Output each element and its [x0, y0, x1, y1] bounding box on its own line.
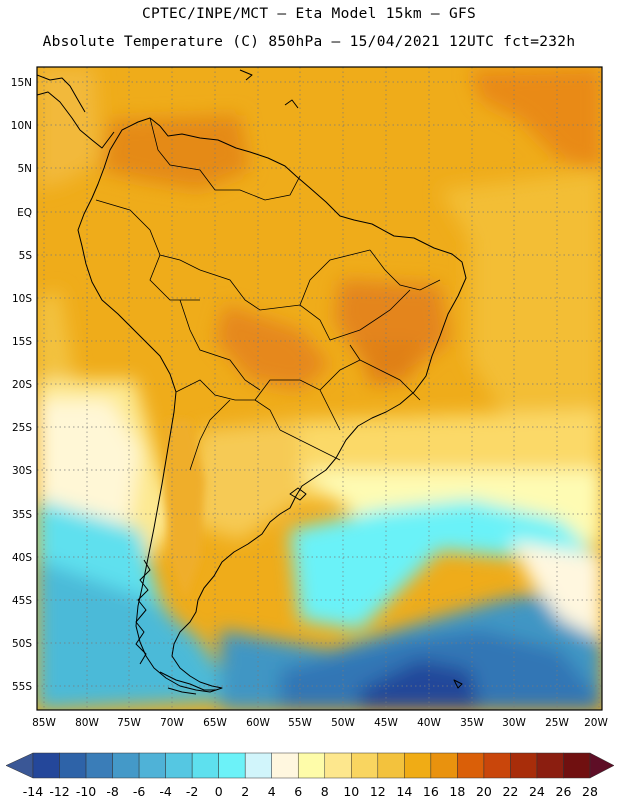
lon-label: 75W — [117, 717, 141, 729]
graticule — [37, 67, 602, 710]
colorbar-label: -10 — [76, 784, 96, 799]
colorbar-label: 4 — [268, 784, 276, 799]
colorbar-swatch — [536, 752, 564, 779]
colorbar-swatch — [297, 752, 326, 779]
colorbar-swatch — [324, 752, 352, 779]
colorbar-swatch — [112, 752, 140, 779]
colorbar-swatch — [377, 752, 405, 779]
lat-label: EQ — [17, 207, 32, 219]
lat-label: 5S — [19, 250, 33, 262]
lon-label: 80W — [75, 717, 99, 729]
lat-label: 10S — [12, 293, 32, 305]
colorbar-label: 22 — [502, 784, 518, 799]
header-title-line2: Absolute Temperature (C) 850hPa – 15/04/… — [42, 34, 576, 50]
map-frame — [36, 66, 603, 711]
colorbar-label: 8 — [321, 784, 329, 799]
colorbar-label: 0 — [215, 784, 223, 799]
colorbar-swatch — [430, 752, 458, 779]
lon-label: 70W — [160, 717, 184, 729]
colorbar-swatch — [59, 752, 87, 779]
temperature-field — [37, 67, 602, 710]
colorbar-label: -4 — [159, 784, 172, 799]
colorbar: -14 -12 -10 -8 -6 -4 -2 0 2 4 6 8 10 12 14 16 18 20 22 24 26… — [5, 752, 615, 799]
lon-label: 30W — [502, 717, 526, 729]
lat-label: 40S — [12, 552, 32, 564]
lat-label: 25S — [12, 422, 32, 434]
colorbar-label: 16 — [423, 784, 439, 799]
colorbar-swatch — [457, 752, 485, 779]
lon-label: 45W — [374, 717, 398, 729]
latitude-labels: 15N 10N 5N EQ 5S 10S 15S 20S 25S 30S 35S… — [11, 77, 33, 693]
colorbar-swatch — [165, 752, 193, 779]
longitude-labels: 85W 80W 75W 70W 65W 60W 55W 50W 45W 40W … — [32, 717, 608, 729]
lat-label: 5N — [17, 163, 32, 175]
colorbar-label: -2 — [186, 784, 198, 799]
colorbar-label: 24 — [529, 784, 545, 799]
colorbar-label: -14 — [23, 784, 43, 799]
lat-label: 15S — [12, 336, 32, 348]
colorbar-swatch — [510, 752, 538, 779]
lon-label: 50W — [331, 717, 355, 729]
lon-label: 35W — [460, 717, 484, 729]
colorbar-arrow-high — [589, 752, 615, 779]
colorbar-swatch — [483, 752, 511, 779]
colorbar-label: 14 — [396, 784, 412, 799]
colorbar-swatch — [271, 752, 299, 779]
colorbar-label: -8 — [106, 784, 119, 799]
lat-label: 50S — [12, 638, 32, 650]
colorbar-swatch — [218, 752, 246, 779]
lat-label: 15N — [11, 77, 32, 89]
colorbar-swatch — [191, 752, 219, 779]
colorbar-label: -6 — [133, 784, 146, 799]
lat-label: 10N — [11, 120, 32, 132]
lat-label: 45S — [12, 595, 32, 607]
lat-label: 55S — [12, 681, 32, 693]
colorbar-swatch — [404, 752, 432, 779]
colorbar-swatch — [244, 752, 272, 779]
colorbar-label: 28 — [582, 784, 598, 799]
colorbar-arrow-low — [5, 752, 34, 779]
colorbar-label: 10 — [343, 784, 359, 799]
colorbar-label: 2 — [241, 784, 249, 799]
header-title-line1: CPTEC/INPE/MCT – Eta Model 15km – GFS — [141, 6, 477, 22]
lon-label: 25W — [545, 717, 569, 729]
colorbar-label: -12 — [49, 784, 69, 799]
colorbar-label: 18 — [449, 784, 465, 799]
colorbar-label: 12 — [370, 784, 386, 799]
lon-label: 60W — [246, 717, 270, 729]
colorbar-swatch — [138, 752, 166, 779]
colorbar-swatch — [32, 752, 60, 779]
colorbar-swatch — [563, 752, 591, 779]
lon-label: 55W — [288, 717, 312, 729]
lon-label: 65W — [203, 717, 227, 729]
coastlines — [37, 69, 467, 695]
country-borders — [95, 117, 441, 471]
lon-label: 85W — [32, 717, 56, 729]
lat-label: 30S — [12, 465, 32, 477]
lat-label: 20S — [12, 379, 32, 391]
colorbar-label: 6 — [294, 784, 302, 799]
colorbar-swatch — [351, 752, 379, 779]
colorbar-swatch — [85, 752, 113, 779]
lon-label: 20W — [584, 717, 608, 729]
lat-label: 35S — [12, 509, 32, 521]
lon-label: 40W — [417, 717, 441, 729]
colorbar-label: 20 — [476, 784, 492, 799]
colorbar-label: 26 — [556, 784, 572, 799]
